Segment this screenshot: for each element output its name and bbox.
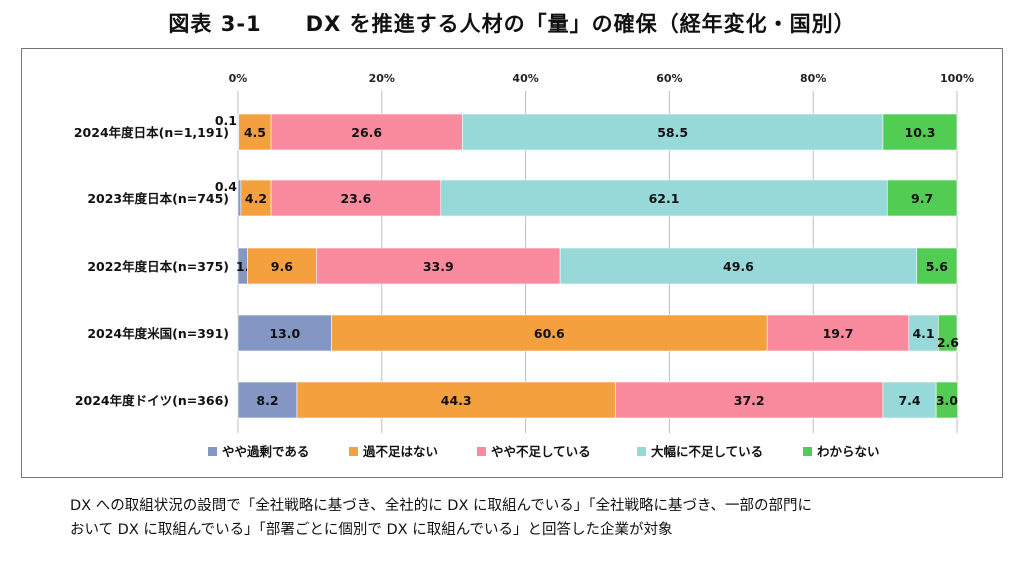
bar-segment <box>237 381 298 419</box>
data-label: 5.6 <box>926 259 948 274</box>
data-label: 26.6 <box>351 125 382 140</box>
legend-label: 大幅に不足している <box>651 444 763 459</box>
data-label: 49.6 <box>723 259 754 274</box>
data-label: 33.9 <box>423 259 454 274</box>
x-tick-label: 80% <box>800 72 826 85</box>
data-label: 3.0 <box>936 393 958 408</box>
data-label: 9.6 <box>271 259 293 274</box>
bar-segment <box>559 247 918 285</box>
category-label: 2022年度日本(n=375) <box>87 259 229 274</box>
bar-segment <box>270 113 463 151</box>
bar-segment <box>886 179 958 217</box>
data-label: 2.6 <box>937 335 959 350</box>
x-tick-label: 40% <box>512 72 538 85</box>
legend-swatch <box>349 447 358 456</box>
data-label: 37.2 <box>734 393 765 408</box>
bar-segment <box>237 179 242 217</box>
bar-segment <box>766 314 910 352</box>
bar-segment <box>882 381 937 419</box>
data-label: 19.7 <box>823 326 854 341</box>
data-label: 0.4 <box>215 179 237 194</box>
bar-segment <box>908 314 939 352</box>
bar-segment <box>916 247 958 285</box>
data-label: 0.1 <box>215 113 237 128</box>
x-tick-label: 60% <box>656 72 682 85</box>
x-tick-label: 20% <box>369 72 395 85</box>
bar-segment <box>270 179 442 217</box>
footnote-line-2: おいて DX に取組んでいる」「部署ごとに個別で DX に取組んでいる」と回答し… <box>70 522 673 538</box>
data-label: 58.5 <box>657 125 688 140</box>
category-label: 2024年度米国(n=391) <box>87 326 229 341</box>
legend-swatch <box>637 447 646 456</box>
legend-label: 過不足はない <box>362 444 438 459</box>
chart-title: 図表 3-1 DX を推進する人材の「量」の確保（経年変化・国別） <box>168 12 856 36</box>
bar-segment <box>935 381 959 419</box>
footnote-line-1: DX への取組状況の設問で「全社戦略に基づき、全社的に DX に取組んでいる」「… <box>70 498 813 514</box>
data-label: 4.2 <box>245 191 267 206</box>
data-label: 10.3 <box>905 125 936 140</box>
bar-segment <box>615 381 884 419</box>
bar-segment <box>296 381 616 419</box>
data-label: 7.4 <box>898 393 920 408</box>
legend-label: やや過剰である <box>222 444 309 459</box>
chart-frame: 0% 20% 40% 60% 80% 100% 2024年度日本(n=1,191) 0.1 4.… <box>21 48 1003 478</box>
legend-swatch <box>208 447 217 456</box>
footnote: DX への取組状況の設問で「全社戦略に基づき、全社的に DX に取組んでいる」「… <box>70 494 1010 542</box>
data-label: 4.1 <box>912 326 934 341</box>
bar-segment <box>331 314 768 352</box>
data-label: 44.3 <box>441 393 472 408</box>
data-label: 4.5 <box>244 125 266 140</box>
legend-label: わからない <box>817 444 880 459</box>
bar-segment <box>440 179 888 217</box>
bar-segment <box>462 113 884 151</box>
category-label: 2024年度日本(n=1,191) <box>74 125 229 140</box>
data-label: 62.1 <box>649 191 680 206</box>
data-label: 9.7 <box>911 191 933 206</box>
bar-segment <box>938 314 958 352</box>
bar-segment <box>882 113 958 151</box>
data-label: 60.6 <box>534 326 565 341</box>
legend-swatch <box>803 447 812 456</box>
x-tick-label: 100% <box>940 72 974 85</box>
bar-segment <box>237 314 332 352</box>
legend-swatch <box>477 447 486 456</box>
category-label: 2023年度日本(n=745) <box>87 191 229 206</box>
data-label: 23.6 <box>340 191 371 206</box>
data-label: 8.2 <box>256 393 278 408</box>
bar-segment <box>247 247 317 285</box>
bar-segment <box>316 247 561 285</box>
category-label: 2024年度ドイツ(n=366) <box>75 393 229 408</box>
data-label: 13.0 <box>269 326 300 341</box>
bar-segment <box>240 179 272 217</box>
legend-label: やや不足している <box>491 444 591 459</box>
x-tick-label: 0% <box>229 72 248 85</box>
stacked-bar-chart: 0% 20% 40% 60% 80% 100% 2024年度日本(n=1,191)0.1 4.… <box>74 72 974 459</box>
